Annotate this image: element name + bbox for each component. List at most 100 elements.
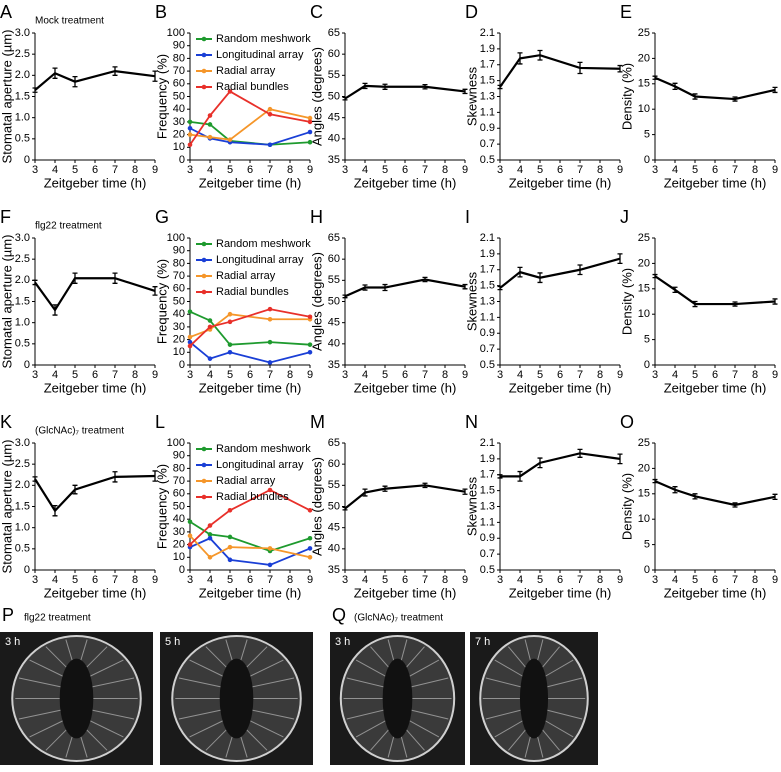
image-label: 3 h	[335, 636, 350, 648]
y-tick-label: 0	[644, 359, 650, 371]
x-tick-label: 3	[342, 164, 348, 176]
data-point	[187, 125, 193, 131]
x-tick-label: 5	[72, 369, 78, 381]
annotation: (GlcNAc)₇ treatment	[35, 426, 124, 437]
cell-texture	[479, 634, 589, 763]
x-tick-label: 7	[267, 164, 273, 176]
error-bar	[152, 70, 158, 82]
filament	[248, 719, 284, 738]
legend-marker	[201, 68, 207, 74]
x-tick-label: 5	[72, 574, 78, 586]
data-point	[187, 519, 193, 525]
x-tick-label: 4	[517, 369, 523, 381]
filament	[540, 726, 560, 751]
x-tick-label: 4	[362, 574, 368, 586]
x-axis-title: Zeitgeber time (h)	[199, 380, 302, 395]
y-tick-label: 1.0	[15, 112, 30, 124]
filament	[250, 709, 295, 720]
y-tick-label: 35	[328, 154, 340, 166]
data-point	[207, 122, 213, 127]
y-tick-label: 10	[173, 551, 185, 563]
y-tick-label: 60	[328, 458, 340, 470]
y-tick-label: 1.1	[480, 106, 495, 118]
y-tick-label: 1.7	[480, 264, 495, 276]
y-tick-label: 2.0	[15, 274, 30, 286]
error-bar	[692, 93, 698, 100]
y-tick-label: 1.0	[15, 317, 30, 329]
data-point	[307, 129, 313, 135]
x-tick-label: 8	[597, 164, 603, 176]
x-tick-label: 5	[382, 369, 388, 381]
x-axis-title: Zeitgeber time (h)	[354, 380, 457, 395]
x-tick-label: 4	[52, 574, 58, 586]
y-tick-label: 55	[328, 274, 340, 286]
y-tick-label: 40	[328, 133, 340, 145]
data-point	[267, 339, 273, 345]
y-tick-label: 50	[328, 500, 340, 512]
x-tick-label: 6	[92, 574, 98, 586]
y-tick-label: 2.1	[480, 232, 495, 244]
y-tick-label: 10	[638, 513, 650, 525]
y-tick-label: 5	[644, 129, 650, 141]
data-point	[267, 142, 273, 148]
x-tick-label: 4	[52, 369, 58, 381]
y-tick-label: 0.7	[480, 548, 495, 560]
data-point	[207, 356, 213, 361]
x-tick-label: 8	[752, 369, 758, 381]
y-tick-label: 50	[328, 90, 340, 102]
cell-texture	[11, 634, 142, 763]
filament	[189, 659, 225, 678]
x-tick-label: 5	[382, 164, 388, 176]
y-tick-label: 20	[638, 257, 650, 269]
panel-letter: K	[0, 412, 12, 432]
y-tick-label: 90	[173, 450, 185, 462]
filament	[178, 709, 223, 720]
x-tick-label: 3	[652, 574, 658, 586]
error-bar	[152, 470, 158, 482]
image-label: 5 h	[165, 636, 180, 648]
data-point	[187, 339, 193, 345]
error-bar	[112, 471, 118, 483]
y-axis-title: Density (%)	[619, 63, 634, 130]
y-axis-title: Angles (degrees)	[309, 252, 324, 351]
filament	[88, 659, 124, 678]
filament	[45, 726, 70, 751]
filament	[90, 709, 135, 720]
error-bar	[52, 304, 58, 316]
y-tick-label: 70	[173, 475, 185, 487]
error-bar	[617, 64, 623, 73]
filament	[494, 719, 525, 738]
panel-letter: H	[310, 207, 323, 227]
legend-label: Radial bundles	[216, 81, 289, 93]
x-tick-label: 7	[577, 369, 583, 381]
x-tick-label: 8	[132, 574, 138, 586]
error-bar	[732, 502, 738, 508]
error-bar	[72, 75, 78, 88]
data-point	[207, 523, 213, 528]
x-tick-label: 6	[557, 164, 563, 176]
data-point	[227, 311, 233, 317]
legend-marker	[201, 36, 207, 42]
data-point	[227, 319, 233, 325]
x-tick-label: 8	[132, 164, 138, 176]
x-tick-label: 8	[752, 574, 758, 586]
x-axis-title: Zeitgeber time (h)	[44, 175, 147, 190]
filament	[248, 659, 284, 678]
data-point	[307, 139, 313, 145]
x-tick-label: 9	[307, 574, 313, 586]
x-axis-title: Zeitgeber time (h)	[509, 585, 612, 600]
legend-label: Radial array	[216, 65, 276, 77]
x-tick-label: 9	[772, 369, 778, 381]
error-bar	[462, 283, 468, 290]
data-point	[307, 555, 313, 560]
x-tick-label: 8	[132, 369, 138, 381]
y-tick-label: 0	[24, 564, 30, 576]
y-tick-label: 40	[328, 338, 340, 350]
y-tick-label: 3.0	[15, 437, 30, 449]
filament	[29, 719, 65, 738]
filament	[88, 719, 124, 738]
error-bar	[112, 272, 118, 284]
x-tick-label: 9	[462, 369, 468, 381]
error-bar	[692, 300, 698, 308]
